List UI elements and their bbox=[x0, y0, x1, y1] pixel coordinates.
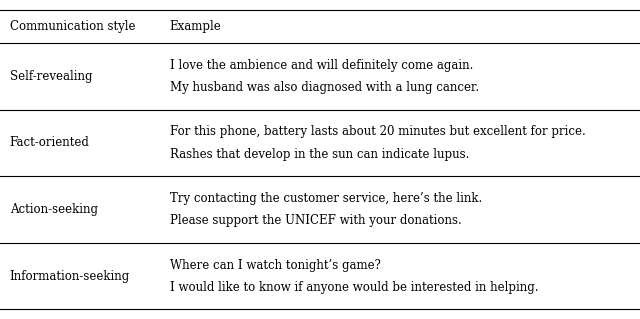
Text: I love the ambience and will definitely come again.: I love the ambience and will definitely … bbox=[170, 59, 473, 72]
Text: Fact-oriented: Fact-oriented bbox=[10, 137, 90, 150]
Text: Please support the UNICEF with your donations.: Please support the UNICEF with your dona… bbox=[170, 214, 461, 227]
Text: Where can I watch tonight’s game?: Where can I watch tonight’s game? bbox=[170, 258, 380, 271]
Text: I would like to know if anyone would be interested in helping.: I would like to know if anyone would be … bbox=[170, 281, 538, 294]
Text: Self-revealing: Self-revealing bbox=[10, 70, 92, 83]
Text: Communication style: Communication style bbox=[10, 20, 135, 33]
Text: Information-seeking: Information-seeking bbox=[10, 270, 130, 283]
Text: Rashes that develop in the sun can indicate lupus.: Rashes that develop in the sun can indic… bbox=[170, 148, 469, 160]
Text: For this phone, battery lasts about 20 minutes but excellent for price.: For this phone, battery lasts about 20 m… bbox=[170, 125, 586, 138]
Text: Action-seeking: Action-seeking bbox=[10, 203, 97, 216]
Text: Try contacting the customer service, here’s the link.: Try contacting the customer service, her… bbox=[170, 192, 482, 205]
Text: My husband was also diagnosed with a lung cancer.: My husband was also diagnosed with a lun… bbox=[170, 81, 479, 94]
Text: Example: Example bbox=[170, 20, 221, 33]
